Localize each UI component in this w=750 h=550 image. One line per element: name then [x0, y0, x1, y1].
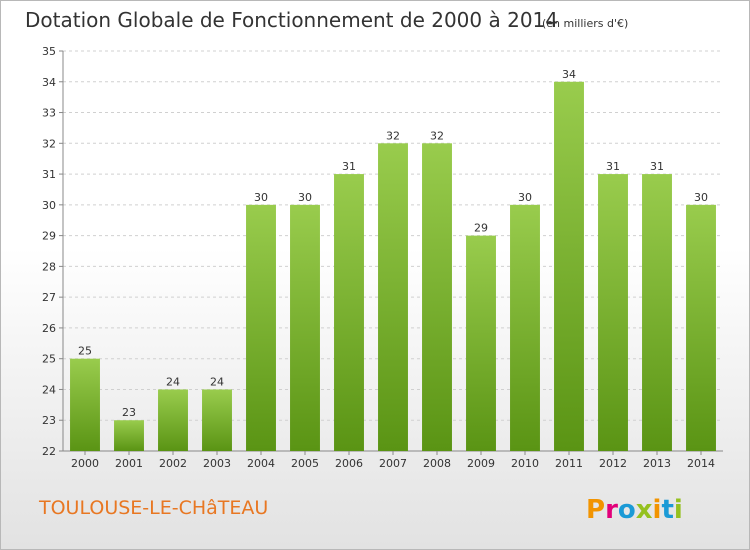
y-tick-label: 33	[42, 107, 56, 120]
value-label-2008: 32	[430, 129, 444, 142]
value-label-2001: 23	[122, 406, 136, 419]
value-label-2005: 30	[298, 191, 312, 204]
y-tick-label: 34	[42, 76, 56, 89]
x-tick-label-2007: 2007	[379, 457, 407, 470]
bar-2008	[422, 143, 452, 452]
y-tick-label: 24	[42, 383, 56, 396]
bar-2014	[686, 204, 716, 451]
bar-2012	[598, 174, 628, 452]
x-tick-label-2012: 2012	[599, 457, 627, 470]
logo-letter: o	[618, 495, 636, 525]
x-tick-label-2000: 2000	[71, 457, 99, 470]
y-tick-label: 26	[42, 322, 56, 335]
bar-2003	[202, 389, 232, 451]
y-tick-label: 30	[42, 199, 56, 212]
bar-2002	[158, 389, 188, 451]
bar-2009	[466, 235, 496, 451]
y-tick-label: 29	[42, 230, 56, 243]
proxiti-logo: Proxiti	[586, 495, 683, 525]
value-label-2003: 24	[210, 375, 224, 388]
logo-letter: i	[653, 495, 662, 525]
chart-title: Dotation Globale de Fonctionnement de 20…	[25, 8, 558, 32]
bar-2001	[114, 420, 144, 451]
labels: 22 23 24 25 26 27 28 29 30 31 32 33 34 35 25 2000 23 2001…	[42, 45, 715, 470]
value-label-2006: 31	[342, 160, 356, 173]
x-tick-label-2003: 2003	[203, 457, 231, 470]
logo-letter: x	[636, 495, 653, 525]
bar-2010	[510, 204, 540, 451]
y-tick-label: 28	[42, 260, 56, 273]
value-label-2011: 34	[562, 68, 576, 81]
bar-2004	[246, 204, 276, 451]
logo-letter: i	[674, 495, 683, 525]
logo-letter: t	[661, 495, 673, 525]
x-tick-label-2009: 2009	[467, 457, 495, 470]
unit-note: (en milliers d'€)	[542, 17, 629, 30]
value-label-2000: 25	[78, 345, 92, 358]
commune-name: TOULOUSE-LE-CHâTEAU	[39, 497, 269, 519]
x-tick-label-2008: 2008	[423, 457, 451, 470]
x-tick-label-2011: 2011	[555, 457, 583, 470]
logo-letter: r	[605, 495, 618, 525]
y-tick-label: 31	[42, 168, 56, 181]
value-label-2007: 32	[386, 129, 400, 142]
bar-2000	[70, 358, 100, 451]
bars	[70, 81, 716, 452]
x-tick-label-2013: 2013	[643, 457, 671, 470]
value-label-2014: 30	[694, 191, 708, 204]
x-tick-label-2001: 2001	[115, 457, 143, 470]
bar-2005	[290, 204, 320, 451]
x-tick-label-2005: 2005	[291, 457, 319, 470]
bar-2011	[554, 81, 584, 452]
value-label-2010: 30	[518, 191, 532, 204]
y-tick-label: 32	[42, 137, 56, 150]
bar-2013	[642, 174, 672, 452]
x-tick-label-2002: 2002	[159, 457, 187, 470]
y-tick-label: 25	[42, 353, 56, 366]
value-label-2012: 31	[606, 160, 620, 173]
y-tick-label: 27	[42, 291, 56, 304]
bar-2007	[378, 143, 408, 452]
x-tick-label-2004: 2004	[247, 457, 275, 470]
y-tick-label: 22	[42, 445, 56, 458]
logo-letter: P	[586, 495, 605, 525]
bar-2006	[334, 174, 364, 452]
x-tick-label-2014: 2014	[687, 457, 715, 470]
value-label-2002: 24	[166, 375, 180, 388]
value-label-2009: 29	[474, 222, 488, 235]
value-label-2004: 30	[254, 191, 268, 204]
value-label-2013: 31	[650, 160, 664, 173]
x-tick-label-2010: 2010	[511, 457, 539, 470]
y-tick-label: 23	[42, 414, 56, 427]
x-tick-label-2006: 2006	[335, 457, 363, 470]
y-tick-label: 35	[42, 45, 56, 58]
svg-text:Proxiti: Proxiti	[586, 495, 683, 525]
